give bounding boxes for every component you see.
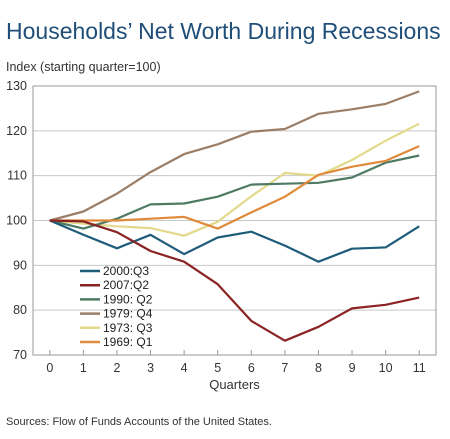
source-note: Sources: Flow of Funds Accounts of the U…: [6, 416, 272, 428]
y-tick-label: 120: [6, 124, 27, 138]
x-tick-label: 5: [214, 361, 221, 375]
legend-label: 2007:Q2: [103, 278, 149, 292]
legend-label: 1979: Q4: [103, 307, 153, 321]
x-tick-label: 9: [349, 361, 356, 375]
y-ticks: 70 80 90 100 110 120 130: [6, 79, 27, 362]
series-line-2000-q3: [49, 219, 420, 263]
x-tick-label: 1: [80, 361, 87, 375]
x-tick-label: 6: [248, 361, 255, 375]
x-ticks: 0 1 2 3 4 5 6 7 8 9 10 11: [46, 350, 426, 375]
legend-label: 1990: Q2: [103, 292, 153, 306]
plot-border: [32, 85, 437, 356]
x-tick-label: 8: [315, 361, 322, 375]
series-line-1990-q2: [49, 154, 420, 230]
legend-label: 2000:Q3: [103, 264, 149, 278]
series-line-1979-q4: [49, 90, 420, 222]
y-tick-label: 90: [13, 258, 27, 272]
legend-label: 1969: Q1: [103, 335, 153, 349]
legend-label: 1973: Q3: [103, 321, 153, 335]
series-line-2007-q2: [49, 219, 420, 342]
x-tick-label: 4: [181, 361, 188, 375]
series-lines: [49, 90, 420, 342]
series-line-1969-q1: [49, 145, 420, 230]
y-tick-label: 70: [13, 348, 27, 362]
x-tick-label: 7: [281, 361, 288, 375]
x-tick-label: 10: [379, 361, 393, 375]
x-tick-label: 11: [413, 361, 426, 375]
y-tick-label: 130: [6, 79, 27, 93]
x-tick-label: 0: [46, 361, 53, 375]
x-tick-label: 2: [113, 361, 120, 375]
series-line-1973-q3: [49, 122, 420, 237]
x-axis-title: Quarters: [209, 377, 260, 392]
x-tick-label: 3: [147, 361, 154, 375]
y-tick-label: 110: [7, 169, 27, 183]
y-tick-label: 100: [6, 214, 27, 228]
y-tick-label: 80: [13, 303, 27, 317]
y-axis-label: Index (starting quarter=100): [6, 60, 161, 74]
chart-title: Households’ Net Worth During Recessions: [6, 18, 441, 44]
